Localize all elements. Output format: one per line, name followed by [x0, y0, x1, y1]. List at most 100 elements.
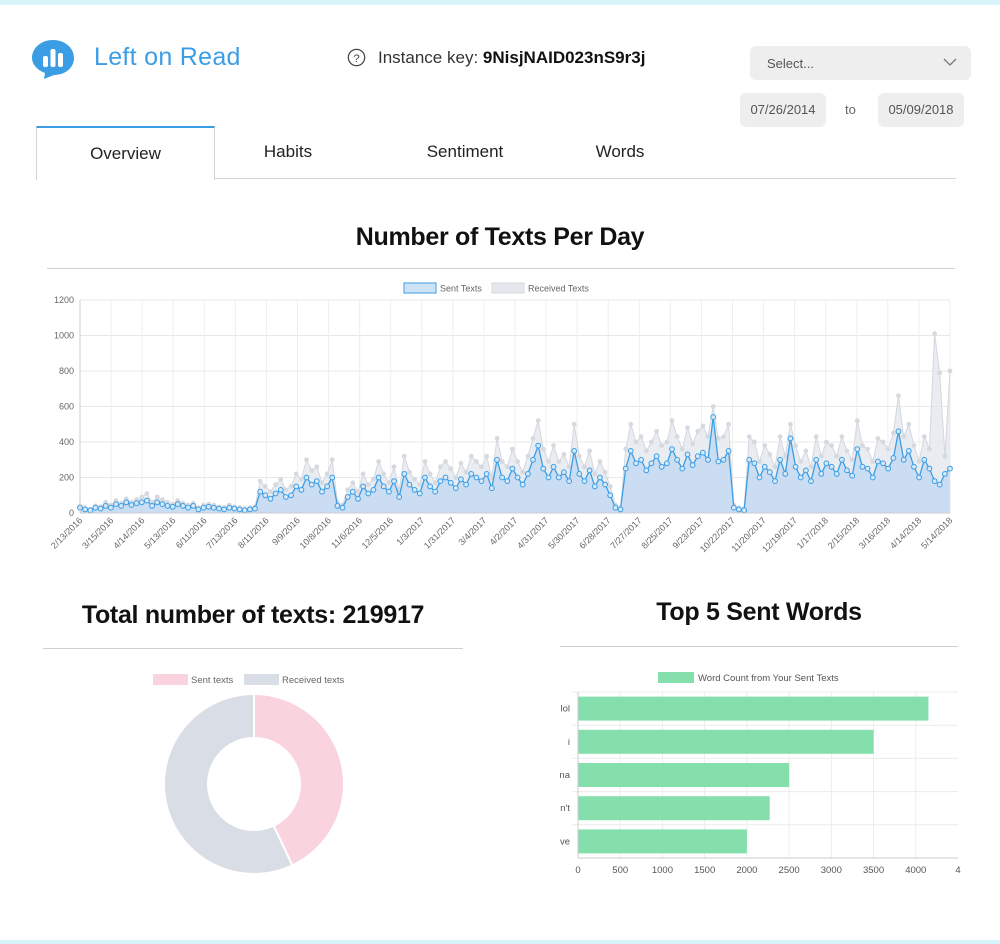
sent-point	[535, 442, 542, 449]
received-point	[417, 482, 423, 487]
sent-point	[463, 481, 470, 488]
received-point	[654, 428, 659, 434]
received-point	[752, 439, 757, 445]
sent-point	[437, 478, 444, 485]
sent-point	[416, 490, 423, 497]
sent-point	[746, 456, 753, 463]
sent-point	[329, 474, 336, 481]
sent-point	[370, 487, 377, 493]
sent-point	[525, 471, 531, 477]
x-tick-label: 1/3/2017	[394, 515, 426, 547]
sent-point	[427, 483, 434, 490]
sent-point	[772, 478, 778, 485]
sent-point	[380, 483, 387, 490]
sent-point	[87, 507, 94, 514]
sent-point	[344, 494, 351, 500]
tab-sentiment[interactable]: Sentiment	[426, 142, 504, 161]
slice-received	[162, 692, 294, 875]
x-tick-label: 1000	[652, 865, 673, 876]
sent-point	[313, 478, 320, 485]
sent-point	[550, 463, 557, 470]
sent-point	[921, 456, 928, 463]
x-tick-label: 3/4/2017	[456, 515, 488, 547]
x-tick-label: 2000	[736, 865, 757, 876]
sent-point	[468, 471, 475, 477]
slice-sent	[253, 692, 345, 867]
received-point	[510, 446, 515, 452]
received-point	[906, 421, 912, 427]
received-point	[824, 439, 829, 445]
received-point	[947, 368, 953, 374]
chat-bar-chart-logo-icon[interactable]	[30, 38, 76, 80]
conversation-select[interactable]: Select...	[750, 46, 971, 80]
received-point	[376, 459, 381, 464]
sent-point	[252, 505, 258, 512]
word-bar	[578, 696, 929, 721]
sent-point	[308, 481, 315, 488]
sent-point	[674, 456, 681, 463]
received-point	[757, 459, 762, 464]
received-point	[721, 434, 726, 440]
sent-point	[875, 458, 881, 465]
received-point	[566, 464, 572, 470]
received-point	[669, 418, 675, 424]
received-point	[705, 434, 711, 440]
received-point	[844, 448, 850, 454]
x-tick-label: 3500	[863, 865, 884, 876]
received-point	[927, 446, 932, 452]
legend-swatch-sent	[153, 674, 188, 685]
sent-point	[478, 478, 485, 485]
received-point	[695, 428, 701, 434]
chevron-down-icon	[943, 58, 957, 66]
sent-point	[473, 474, 480, 481]
received-point	[808, 464, 814, 470]
sent-point	[540, 465, 547, 472]
received-point	[438, 464, 443, 470]
sent-point	[736, 506, 742, 513]
received-point	[582, 464, 587, 470]
sent-point	[916, 474, 922, 481]
legend-swatch-received	[491, 282, 525, 294]
sent-point	[293, 483, 300, 490]
tab-overview[interactable]: Overview	[36, 126, 215, 180]
sent-point	[82, 506, 88, 513]
received-point	[602, 469, 608, 475]
received-point	[849, 457, 855, 463]
help-icon[interactable]: ?	[347, 48, 366, 67]
sent-point	[247, 506, 253, 513]
received-point	[592, 471, 598, 477]
received-point	[633, 439, 639, 445]
legend-label-received: Received Texts	[528, 284, 589, 294]
sent-point	[700, 449, 706, 456]
sent-point	[900, 456, 907, 463]
tab-bar: Overview Habits Sentiment Words	[36, 126, 956, 180]
tab-words[interactable]: Words	[595, 142, 645, 161]
received-point	[571, 421, 577, 427]
sent-point	[844, 467, 850, 474]
x-tick-label: 500	[612, 865, 628, 876]
instance-key-value: 9NisjNAID023nS9r3j	[482, 48, 646, 67]
x-tick-label: 6/28/2017	[577, 515, 612, 550]
sent-point	[365, 490, 372, 497]
sent-point	[452, 485, 459, 492]
x-tick-label: 4000	[905, 865, 926, 876]
top-accent-bar	[0, 0, 1000, 5]
received-point	[160, 497, 165, 503]
tab-habits[interactable]: Habits	[263, 142, 313, 161]
app-brand[interactable]: Left on Read	[94, 43, 241, 71]
legend-label: Word Count from Your Sent Texts	[698, 673, 839, 684]
y-tick-label: 400	[59, 437, 74, 447]
date-from-input[interactable]: 07/26/2014	[740, 93, 826, 127]
sent-point	[349, 488, 356, 495]
x-tick-label: 7/27/2017	[608, 515, 643, 550]
sent-point	[97, 505, 104, 512]
received-point	[597, 459, 603, 464]
date-to-input[interactable]: 05/09/2018	[878, 93, 964, 127]
sent-point	[396, 494, 403, 500]
legend-swatch-received	[244, 674, 279, 685]
texts-per-day-title: Number of Texts Per Day	[355, 223, 645, 251]
received-point	[139, 494, 145, 500]
sent-point	[375, 474, 382, 481]
sent-point	[144, 497, 150, 504]
received-point	[690, 441, 695, 447]
